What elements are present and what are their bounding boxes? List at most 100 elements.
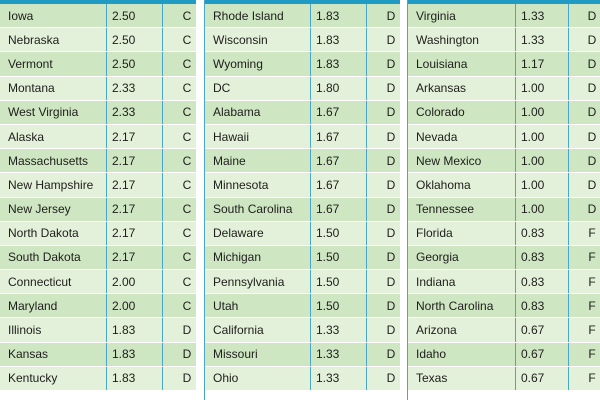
- table-row: New Jersey 2.17 C: [0, 197, 196, 222]
- table-row: Massachusetts 2.17 C: [0, 148, 196, 174]
- state-name: Idaho: [408, 342, 516, 367]
- letter-grade: C: [162, 76, 196, 101]
- state-name: Louisiana: [408, 51, 516, 77]
- state-name: Indiana: [408, 269, 516, 295]
- letter-grade: D: [366, 51, 400, 77]
- letter-grade: D: [366, 317, 400, 343]
- letter-grade: C: [162, 221, 196, 246]
- score-value: 1.67: [310, 124, 367, 150]
- letter-grade: D: [366, 342, 400, 367]
- letter-grade: D: [366, 4, 400, 29]
- table-row: Georgia 0.83 F: [408, 245, 600, 271]
- letter-grade: D: [162, 317, 196, 343]
- table-row: North Dakota 2.17 C: [0, 221, 196, 246]
- state-name: Washington: [408, 27, 516, 53]
- score-value: 1.50: [310, 221, 367, 246]
- state-name: Nebraska: [0, 27, 107, 53]
- score-value: 1.33: [310, 317, 367, 343]
- letter-grade: D: [366, 245, 400, 271]
- state-name: Utah: [205, 293, 311, 319]
- score-value: 1.83: [310, 27, 367, 53]
- letter-grade: C: [162, 100, 196, 125]
- table-row: Pennsylvania 1.50 D: [205, 269, 400, 295]
- state-name: Texas: [408, 366, 516, 392]
- table-row: Arizona 0.67 F: [408, 317, 600, 343]
- table-row: West Virginia 2.33 C: [0, 100, 196, 125]
- table-row: Arkansas 1.00 D: [408, 76, 600, 101]
- letter-grade: D: [366, 124, 400, 150]
- state-name: Florida: [408, 221, 516, 246]
- table-row: Ohio 1.33 D: [205, 366, 400, 392]
- table-row: Tennessee 1.00 D: [408, 197, 600, 222]
- score-value: 1.80: [310, 76, 367, 101]
- table-row: Hawaii 1.67 D: [205, 124, 400, 150]
- score-value: 1.33: [515, 27, 569, 53]
- score-value: 2.00: [106, 293, 163, 319]
- score-value: 1.67: [310, 100, 367, 125]
- letter-grade: F: [568, 245, 600, 271]
- state-name: Ohio: [205, 366, 311, 392]
- letter-grade: D: [366, 197, 400, 222]
- score-value: 1.33: [310, 366, 367, 392]
- score-value: 1.00: [515, 100, 569, 125]
- table-row: Montana 2.33 C: [0, 76, 196, 101]
- state-name: North Dakota: [0, 221, 107, 246]
- score-value: 1.83: [106, 317, 163, 343]
- column-divider: [407, 0, 408, 400]
- score-value: 1.83: [106, 366, 163, 392]
- score-value: 1.00: [515, 124, 569, 150]
- letter-grade: D: [366, 27, 400, 53]
- table-row: Texas 0.67 F: [408, 366, 600, 392]
- score-value: 2.33: [106, 76, 163, 101]
- grades-table-1: Iowa 2.50 C Nebraska 2.50 C Vermont 2.50 C Montan…: [0, 4, 196, 392]
- letter-grade: D: [568, 148, 600, 174]
- letter-grade: F: [568, 293, 600, 319]
- state-name: New Mexico: [408, 148, 516, 174]
- table-row: New Mexico 1.00 D: [408, 148, 600, 174]
- score-value: 1.67: [310, 172, 367, 198]
- state-name: Vermont: [0, 51, 107, 77]
- table-row: Kentucky 1.83 D: [0, 366, 196, 392]
- state-name: Pennsylvania: [205, 269, 311, 295]
- letter-grade: D: [366, 76, 400, 101]
- score-value: 1.00: [515, 76, 569, 101]
- state-name: South Dakota: [0, 245, 107, 271]
- score-value: 0.83: [515, 245, 569, 271]
- letter-grade: C: [162, 51, 196, 77]
- table-row: Washington 1.33 D: [408, 27, 600, 53]
- table-row: Vermont 2.50 C: [0, 51, 196, 77]
- state-name: Colorado: [408, 100, 516, 125]
- table-row: Indiana 0.83 F: [408, 269, 600, 295]
- state-name: Oklahoma: [408, 172, 516, 198]
- score-value: 1.67: [310, 148, 367, 174]
- table-row: Missouri 1.33 D: [205, 342, 400, 367]
- table-row: Minnesota 1.67 D: [205, 172, 400, 198]
- table-row: Illinois 1.83 D: [0, 317, 196, 343]
- table-row: Connecticut 2.00 C: [0, 269, 196, 295]
- table-row: Maine 1.67 D: [205, 148, 400, 174]
- state-name: Minnesota: [205, 172, 311, 198]
- table-row: North Carolina 0.83 F: [408, 293, 600, 319]
- state-name: Maine: [205, 148, 311, 174]
- letter-grade: D: [568, 197, 600, 222]
- score-value: 2.50: [106, 27, 163, 53]
- state-name: Alabama: [205, 100, 311, 125]
- letter-grade: F: [568, 269, 600, 295]
- table-row: Virginia 1.33 D: [408, 4, 600, 29]
- state-name: California: [205, 317, 311, 343]
- state-name: Iowa: [0, 4, 107, 29]
- score-value: 1.83: [106, 342, 163, 367]
- state-name: Tennessee: [408, 197, 516, 222]
- table-row: Oklahoma 1.00 D: [408, 172, 600, 198]
- table-row: Utah 1.50 D: [205, 293, 400, 319]
- table-row: Colorado 1.00 D: [408, 100, 600, 125]
- letter-grade: C: [162, 124, 196, 150]
- state-name: Michigan: [205, 245, 311, 271]
- grades-column-1: Iowa 2.50 C Nebraska 2.50 C Vermont 2.50 C Montan…: [0, 0, 196, 400]
- state-name: West Virginia: [0, 100, 107, 125]
- score-value: 1.83: [310, 4, 367, 29]
- table-row: Florida 0.83 F: [408, 221, 600, 246]
- score-value: 2.50: [106, 51, 163, 77]
- state-name: Nevada: [408, 124, 516, 150]
- score-value: 2.17: [106, 172, 163, 198]
